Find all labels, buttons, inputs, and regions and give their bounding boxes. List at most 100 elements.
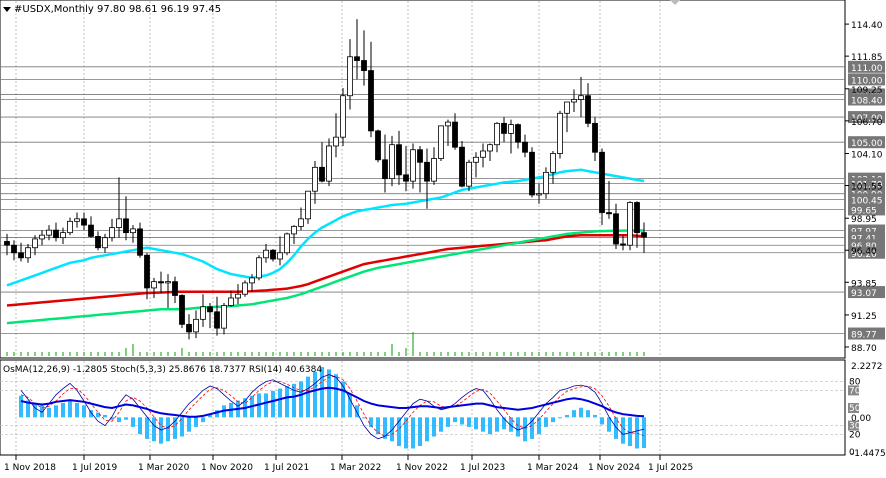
stoch-axis-label-bg [848, 385, 859, 396]
bear-candle [424, 161, 430, 182]
ma-fast-line [6, 168, 645, 287]
osma-bar [390, 417, 394, 442]
bear-candle [592, 122, 598, 153]
bear-candle [459, 146, 465, 187]
bear-candle [172, 281, 178, 296]
level-label-bg [848, 246, 885, 259]
dropdown-triangle-icon[interactable] [3, 7, 11, 12]
bull-candle [445, 121, 451, 127]
bull-candle [578, 95, 584, 100]
osma-bar [327, 369, 331, 418]
osma-bar [152, 417, 156, 442]
bear-candle [620, 243, 626, 246]
bear-candle [361, 60, 367, 71]
bull-candle [564, 101, 570, 114]
level-label: 108.40 [851, 96, 883, 106]
bull-candle [60, 232, 66, 239]
stoch-axis-label-bg [848, 403, 859, 413]
price-tick-label: 93.85 [851, 279, 877, 289]
bear-candle [88, 224, 94, 237]
osma-bar [586, 410, 590, 418]
osma-bar [40, 405, 44, 418]
price-tick-label: 114.40 [851, 21, 883, 31]
osma-bar [208, 414, 212, 418]
level-label: 110.00 [851, 76, 883, 86]
osma-bar [418, 417, 422, 447]
osma-bar [544, 417, 548, 427]
bull-candle [557, 112, 563, 154]
osma-bar [26, 400, 30, 418]
bear-candle [606, 212, 612, 215]
osma-bar [285, 386, 289, 418]
osma-bar [75, 402, 79, 418]
time-label: 1 Mar 2024 [527, 463, 579, 473]
osma-bar [19, 395, 23, 418]
oscillators [0, 367, 845, 449]
osma-bar [558, 417, 562, 419]
level-label-bg [848, 93, 885, 106]
bull-candle [102, 237, 108, 249]
osma-bar [537, 417, 541, 435]
osma-bar [383, 417, 387, 439]
osma-bar [488, 417, 492, 435]
osma-bar [292, 383, 296, 418]
time-label: 1 Jul 2021 [264, 463, 309, 473]
osma-bar [642, 417, 646, 448]
level-label: 93.07 [851, 289, 877, 299]
osma-bar [166, 417, 170, 442]
price-axis: 111.00110.00108.80108.40107.00105.00102.… [845, 21, 885, 354]
osma-bar [362, 417, 366, 419]
osma-bar [173, 417, 177, 439]
osma-bar [614, 417, 618, 439]
osma-bar [54, 405, 58, 418]
bear-candle [417, 149, 423, 163]
symbol-title: #USDX,Monthly 97.80 98.61 96.19 97.45 [14, 4, 221, 15]
osma-bar [306, 376, 310, 418]
bear-candle [179, 295, 185, 325]
osma-bar [425, 417, 429, 442]
bull-candle [543, 171, 549, 195]
stoch-axis-label: 70 [849, 386, 861, 396]
bull-candle [347, 56, 353, 97]
bear-candle [95, 236, 101, 249]
osma-bar [572, 410, 576, 418]
osma-bar [474, 417, 478, 430]
time-label: 1 Nov 2018 [4, 463, 56, 473]
price-tick-label: 111.85 [851, 53, 883, 63]
time-axis: 1 Nov 2018 1 Jul 2019 1 Mar 2020 1 Nov 2020… [4, 455, 693, 473]
scroll-marker-icon[interactable] [670, 0, 680, 5]
osma-bar [180, 417, 184, 437]
bear-candle [11, 244, 17, 254]
level-label: 99.65 [851, 206, 877, 216]
bull-candle [536, 193, 542, 196]
price-tick-label: 91.25 [851, 312, 877, 322]
time-label: 1 Nov 2024 [588, 463, 640, 473]
bull-candle [305, 190, 311, 220]
osma-bar [313, 371, 317, 418]
bull-candle [165, 281, 171, 284]
osma-bar [502, 417, 506, 430]
bear-candle [585, 95, 591, 124]
time-label: 1 Mar 2022 [330, 463, 381, 473]
bear-candle [270, 249, 276, 260]
osma-bar [68, 400, 72, 418]
bear-candle [81, 218, 87, 226]
bull-candle [291, 225, 297, 235]
osma-bar [89, 410, 93, 418]
indicator-title: OsMA(12,26,9) -1.2805 Stoch(5,3,3) 25.86… [3, 365, 322, 375]
osma-bar [460, 417, 464, 425]
level-label-bg [848, 286, 885, 299]
bear-candle [382, 159, 388, 180]
bear-candle [396, 144, 402, 176]
bull-candle [494, 122, 500, 146]
bull-candle [312, 166, 318, 192]
moving-averages [6, 168, 645, 325]
stoch-axis-label: 0 [849, 448, 855, 458]
osma-bar [607, 417, 611, 432]
time-label: 1 Nov 2022 [396, 463, 448, 473]
osma-bar [320, 367, 324, 418]
bull-candle [277, 252, 283, 260]
bear-candle [403, 174, 409, 182]
osma-bar [593, 414, 597, 418]
